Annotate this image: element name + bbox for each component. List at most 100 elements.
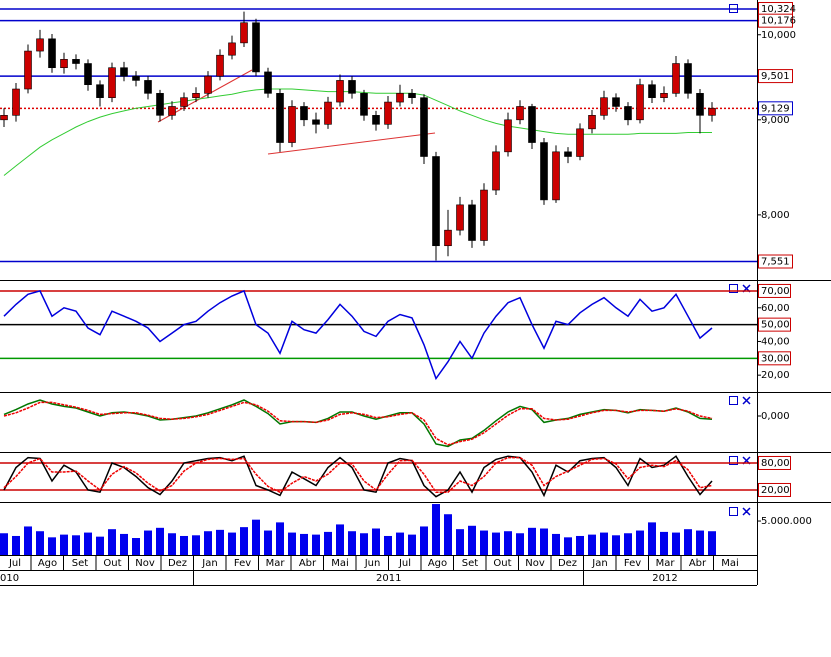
y-tick-label: 50,00 [761,320,790,331]
level-label: 9,129 [761,103,790,114]
candle-body [36,38,44,52]
bar [144,530,152,555]
bar [192,535,200,555]
bar [96,536,104,555]
bar [432,504,440,555]
bar [504,531,512,555]
panel: 20,00 30,00 40,00 50,00 60,00 70,00 [0,283,791,381]
candle-body [252,22,260,73]
bar [420,526,428,555]
bar [252,519,260,555]
candle-body [120,67,128,77]
candle-body [684,63,692,94]
bar [36,531,44,555]
bar [456,529,464,555]
label-box [758,351,791,366]
candle-body [60,59,68,69]
month-label: Ago [428,558,447,569]
candle-body [192,93,200,98]
bar [624,533,632,555]
bar [708,531,716,555]
month-label: Abr [689,558,707,569]
bar [492,532,500,555]
bar [60,534,68,555]
y-tick-label: 10,000 [761,30,796,41]
candle-body [660,93,668,98]
candle-body [276,93,284,143]
candle-body [468,204,476,241]
label-box [758,101,793,116]
month-label: Mai [331,558,349,569]
bar [480,530,488,555]
panel: 20,00 80,00 [0,455,791,498]
line [3,289,713,381]
candle-body [456,204,464,231]
month-label: Nov [135,558,155,569]
bar [468,525,476,555]
level-label: 10,324 [761,4,796,15]
icon[interactable] [729,284,738,293]
candle-body [576,128,584,157]
candle-body [564,151,572,157]
bar [564,537,572,555]
month-label: Jan [201,558,217,569]
icon[interactable] [729,507,738,516]
candle-body [144,80,152,94]
icon[interactable] [729,456,738,465]
candle-body [528,106,536,143]
candle-body [516,106,524,121]
y-tick-label: 30,00 [761,353,790,364]
month-label: Abr [299,558,317,569]
frame [0,0,831,586]
bar [660,531,668,555]
bar [324,531,332,555]
month-label: Out [103,558,121,569]
bar [552,533,560,555]
y-tick-label: 70,00 [761,286,790,297]
candle-body [216,54,224,77]
candle-body [408,93,416,98]
bar [312,534,320,555]
month-label: Dez [558,558,577,569]
y-tick-label: 20,00 [761,370,790,381]
candle-body [600,97,608,116]
line [3,88,712,176]
y-tick-label: 9,000 [761,115,790,126]
candle-body [156,93,164,116]
year-label: 2011 [376,573,401,584]
candle-body [204,75,212,94]
bar [264,530,272,555]
month-label: Fev [234,558,251,569]
bar [588,534,596,555]
candle-body [384,101,392,125]
month-label: Set [72,558,89,569]
candle-body [288,106,296,143]
month-label: Jun [364,558,381,569]
bar [72,535,80,555]
month-label: Nov [525,558,545,569]
month-label: Dez [168,558,187,569]
bar [576,535,584,555]
year-label: 2012 [652,573,677,584]
icon[interactable] [729,396,738,405]
bar [372,528,380,555]
level-label: 7,551 [761,257,790,268]
candle-body [372,115,380,125]
label-box [758,455,791,470]
bar [612,535,620,555]
bar [204,531,212,555]
month-label: Ago [38,558,57,569]
candle-body [612,97,620,107]
y-tick-label: 60,00 [761,303,790,314]
bar [516,533,524,555]
month-label: Jul [398,558,411,569]
bar [228,532,236,555]
candle-body [324,101,332,125]
bar [444,514,452,555]
bar [648,522,656,555]
bar [600,532,608,555]
candle-body [360,93,368,116]
bar [384,535,392,555]
close-icon[interactable] [742,284,751,516]
